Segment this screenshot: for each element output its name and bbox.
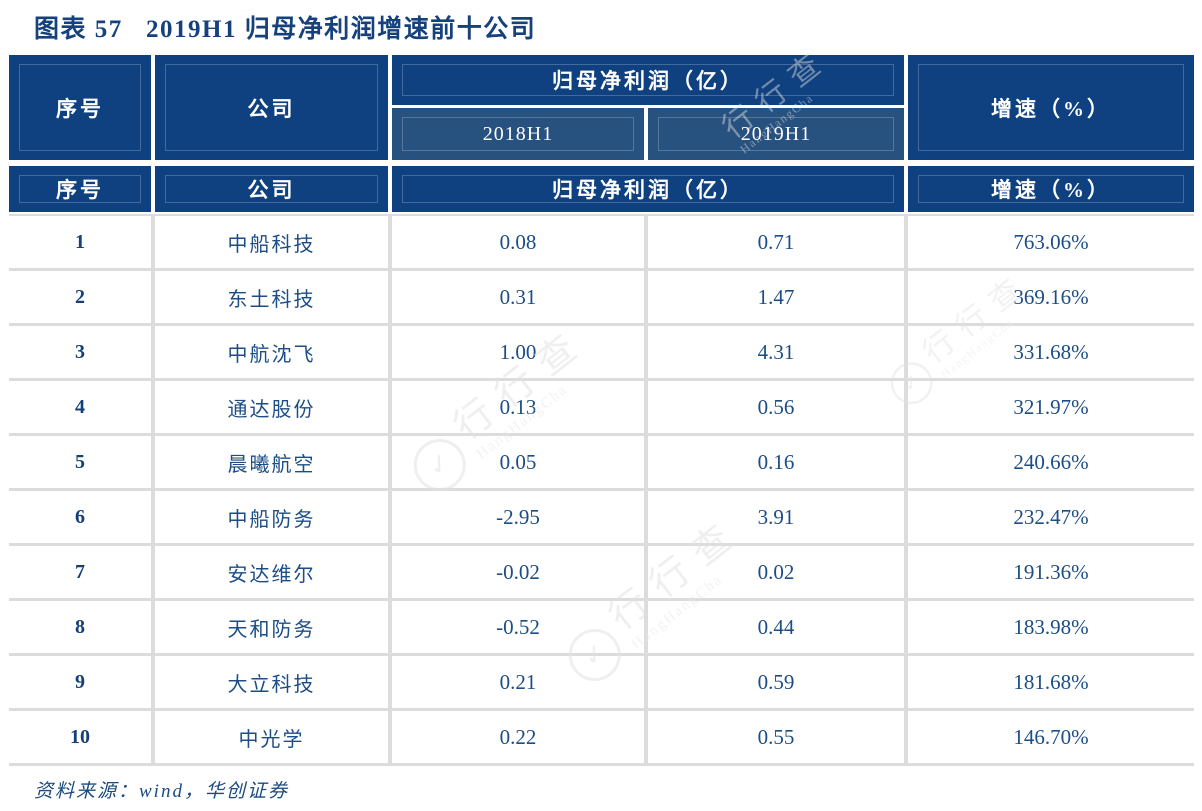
table-header-repeated: 序号 公司 归母净利润（亿） 增速（%） bbox=[9, 166, 1194, 212]
header-seq: 序号 bbox=[9, 166, 151, 212]
row-seq: 7 bbox=[9, 546, 151, 598]
row-2018h1: 1.00 bbox=[392, 326, 644, 378]
row-seq: 4 bbox=[9, 381, 151, 433]
row-company: 大立科技 bbox=[155, 656, 388, 708]
row-growth: 191.36% bbox=[908, 546, 1194, 598]
row-company: 通达股份 bbox=[155, 381, 388, 433]
row-growth: 181.68% bbox=[908, 656, 1194, 708]
header-profit-group: 归母净利润（亿） bbox=[392, 166, 904, 212]
row-2019h1: 0.56 bbox=[648, 381, 904, 433]
row-company: 中航沈飞 bbox=[155, 326, 388, 378]
row-growth: 321.97% bbox=[908, 381, 1194, 433]
row-company: 中船防务 bbox=[155, 491, 388, 543]
row-growth: 146.70% bbox=[908, 711, 1194, 763]
row-2019h1: 0.71 bbox=[648, 216, 904, 268]
row-growth: 183.98% bbox=[908, 601, 1194, 653]
row-growth: 232.47% bbox=[908, 491, 1194, 543]
row-2019h1: 0.16 bbox=[648, 436, 904, 488]
row-company: 晨曦航空 bbox=[155, 436, 388, 488]
header-seq: 序号 bbox=[9, 55, 151, 160]
row-seq: 9 bbox=[9, 656, 151, 708]
row-seq: 10 bbox=[9, 711, 151, 763]
figure-title: 图表 57 2019H1 归母净利润增速前十公司 bbox=[34, 16, 537, 43]
row-seq: 3 bbox=[9, 326, 151, 378]
row-company: 天和防务 bbox=[155, 601, 388, 653]
row-seq: 6 bbox=[9, 491, 151, 543]
row-2019h1: 0.59 bbox=[648, 656, 904, 708]
row-2019h1: 1.47 bbox=[648, 271, 904, 323]
header-company: 公司 bbox=[155, 55, 388, 160]
row-growth: 763.06% bbox=[908, 216, 1194, 268]
row-growth: 331.68% bbox=[908, 326, 1194, 378]
row-company: 东土科技 bbox=[155, 271, 388, 323]
row-2018h1: 0.08 bbox=[392, 216, 644, 268]
row-growth: 369.16% bbox=[908, 271, 1194, 323]
row-2018h1: 0.22 bbox=[392, 711, 644, 763]
profit-growth-table: 序号 公司 归母净利润（亿） 增速（%） 2018H1 2019H1 序号 公司… bbox=[9, 55, 1194, 766]
row-2018h1: -0.02 bbox=[392, 546, 644, 598]
row-2018h1: -2.95 bbox=[392, 491, 644, 543]
row-company: 安达维尔 bbox=[155, 546, 388, 598]
row-seq: 1 bbox=[9, 216, 151, 268]
row-growth: 240.66% bbox=[908, 436, 1194, 488]
row-2019h1: 4.31 bbox=[648, 326, 904, 378]
row-2018h1: -0.52 bbox=[392, 601, 644, 653]
table-body: 1 中船科技 0.08 0.71 763.06% 2 东土科技 0.31 1.4… bbox=[9, 214, 1194, 766]
row-2018h1: 0.05 bbox=[392, 436, 644, 488]
row-company: 中船科技 bbox=[155, 216, 388, 268]
row-2018h1: 0.31 bbox=[392, 271, 644, 323]
row-seq: 2 bbox=[9, 271, 151, 323]
row-company: 中光学 bbox=[155, 711, 388, 763]
table-header-primary: 序号 公司 归母净利润（亿） 增速（%） 2018H1 2019H1 bbox=[9, 55, 1194, 160]
row-2019h1: 0.55 bbox=[648, 711, 904, 763]
row-seq: 8 bbox=[9, 601, 151, 653]
header-growth: 增速（%） bbox=[908, 166, 1194, 212]
row-2018h1: 0.13 bbox=[392, 381, 644, 433]
row-2019h1: 0.02 bbox=[648, 546, 904, 598]
row-2018h1: 0.21 bbox=[392, 656, 644, 708]
header-profit-group: 归母净利润（亿） bbox=[392, 55, 904, 105]
row-seq: 5 bbox=[9, 436, 151, 488]
row-2019h1: 3.91 bbox=[648, 491, 904, 543]
source-note: 资料来源：wind，华创证券 bbox=[34, 781, 289, 802]
header-sub-2018h1: 2018H1 bbox=[392, 108, 644, 160]
header-growth: 增速（%） bbox=[908, 55, 1194, 160]
header-company: 公司 bbox=[155, 166, 388, 212]
header-sub-2019h1: 2019H1 bbox=[648, 108, 904, 160]
row-2019h1: 0.44 bbox=[648, 601, 904, 653]
